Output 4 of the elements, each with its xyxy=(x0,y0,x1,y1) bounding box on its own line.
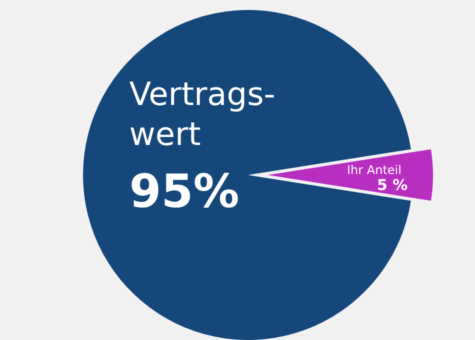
data-label: 5 % xyxy=(377,176,408,194)
slice-label: Vertrags-wert xyxy=(129,75,276,153)
slice-label: Ihr Anteil xyxy=(347,163,402,177)
data-label: 95% xyxy=(129,164,240,218)
